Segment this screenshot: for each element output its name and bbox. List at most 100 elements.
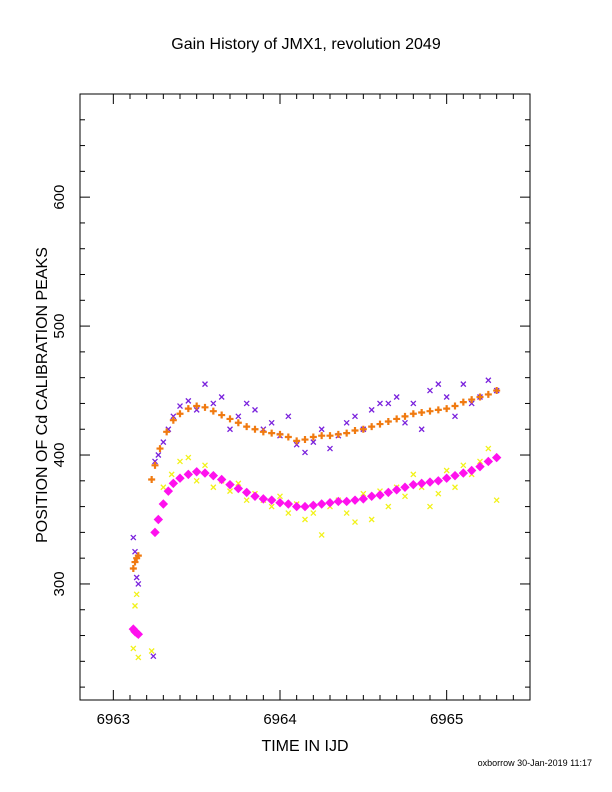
data-point [250, 491, 260, 501]
data-point [484, 390, 492, 398]
data-point [376, 420, 384, 428]
data-point [343, 429, 351, 437]
data-point [451, 402, 459, 410]
axis-ticks [80, 93, 530, 700]
data-point [316, 499, 327, 509]
data-point [200, 468, 210, 478]
data-point [350, 495, 360, 505]
data-point [318, 532, 325, 538]
data-point [383, 487, 394, 498]
y-tick-label: 300 [51, 571, 68, 596]
data-point [130, 645, 137, 652]
data-point [418, 408, 426, 416]
data-point [266, 495, 277, 505]
data-point [185, 454, 192, 461]
y-tick-label: 400 [51, 443, 68, 468]
data-point [476, 393, 484, 401]
data-point [226, 415, 234, 423]
data-point [459, 398, 467, 406]
data-point [277, 493, 283, 500]
data-point [243, 400, 250, 407]
data-point [458, 468, 469, 478]
data-point [163, 486, 174, 496]
data-point [468, 400, 475, 407]
data-point [377, 400, 383, 407]
x-axis-label: TIME IN IJD [261, 738, 349, 755]
data-point [325, 498, 335, 508]
data-point [235, 413, 242, 420]
y-tick-label: 600 [51, 185, 68, 210]
series-1 [129, 387, 501, 572]
data-point [132, 602, 138, 609]
data-point [209, 407, 217, 415]
data-point [450, 470, 460, 481]
data-point [202, 381, 208, 388]
data-point [402, 493, 408, 500]
data-point [302, 449, 308, 456]
data-point [155, 452, 162, 458]
axis-tick-labels: 6963 6964 6965 300 400 500 600 [51, 185, 463, 728]
data-point [135, 580, 142, 587]
data-point [358, 494, 369, 504]
data-points [128, 377, 502, 661]
data-point [235, 480, 242, 487]
data-point [493, 497, 500, 504]
chart-title: Gain History of JMX1, revolution 2049 [171, 36, 441, 53]
data-point [491, 452, 502, 463]
data-point [493, 387, 501, 395]
data-point [130, 534, 137, 541]
data-point [477, 458, 483, 465]
series-0 [130, 377, 500, 660]
data-point [302, 516, 308, 523]
data-point [227, 426, 233, 433]
data-point [427, 387, 433, 394]
data-point [168, 478, 179, 489]
data-point [251, 425, 259, 433]
data-point [291, 501, 302, 512]
data-point [293, 441, 300, 448]
data-point [193, 402, 201, 410]
data-point [201, 403, 209, 411]
data-point [148, 476, 156, 484]
data-point [275, 498, 285, 508]
data-point [443, 394, 450, 400]
data-point [218, 411, 226, 419]
data-point [129, 564, 137, 572]
data-point [134, 552, 142, 560]
data-point [193, 477, 200, 484]
x-tick-label: 6965 [430, 711, 463, 728]
data-point [184, 405, 192, 413]
data-point [153, 514, 164, 525]
data-point [452, 413, 458, 420]
data-point [326, 432, 334, 440]
data-point [483, 456, 494, 467]
data-point [243, 423, 251, 431]
data-point [409, 410, 417, 418]
data-point [343, 419, 350, 426]
data-point [283, 499, 294, 509]
x-tick-label: 6964 [263, 711, 296, 728]
data-point [310, 510, 317, 517]
data-point [227, 488, 233, 495]
data-point [410, 471, 417, 478]
data-point [466, 465, 477, 476]
data-point [452, 484, 458, 491]
data-point [434, 406, 442, 414]
footer-stamp: oxborrow 30-Jan-2019 11:17 [477, 758, 592, 768]
data-point [368, 423, 376, 431]
data-point [133, 574, 140, 581]
data-point [352, 413, 358, 420]
data-point [285, 413, 292, 420]
data-point [368, 406, 375, 413]
data-point [309, 433, 317, 441]
data-point [393, 394, 400, 400]
data-point [393, 415, 401, 423]
data-point [327, 445, 333, 452]
data-point [151, 461, 159, 469]
data-point [460, 462, 467, 469]
plot-frame [79, 93, 531, 701]
data-point [175, 473, 185, 483]
data-point [208, 470, 219, 481]
data-point [160, 439, 167, 446]
data-point [177, 458, 183, 465]
